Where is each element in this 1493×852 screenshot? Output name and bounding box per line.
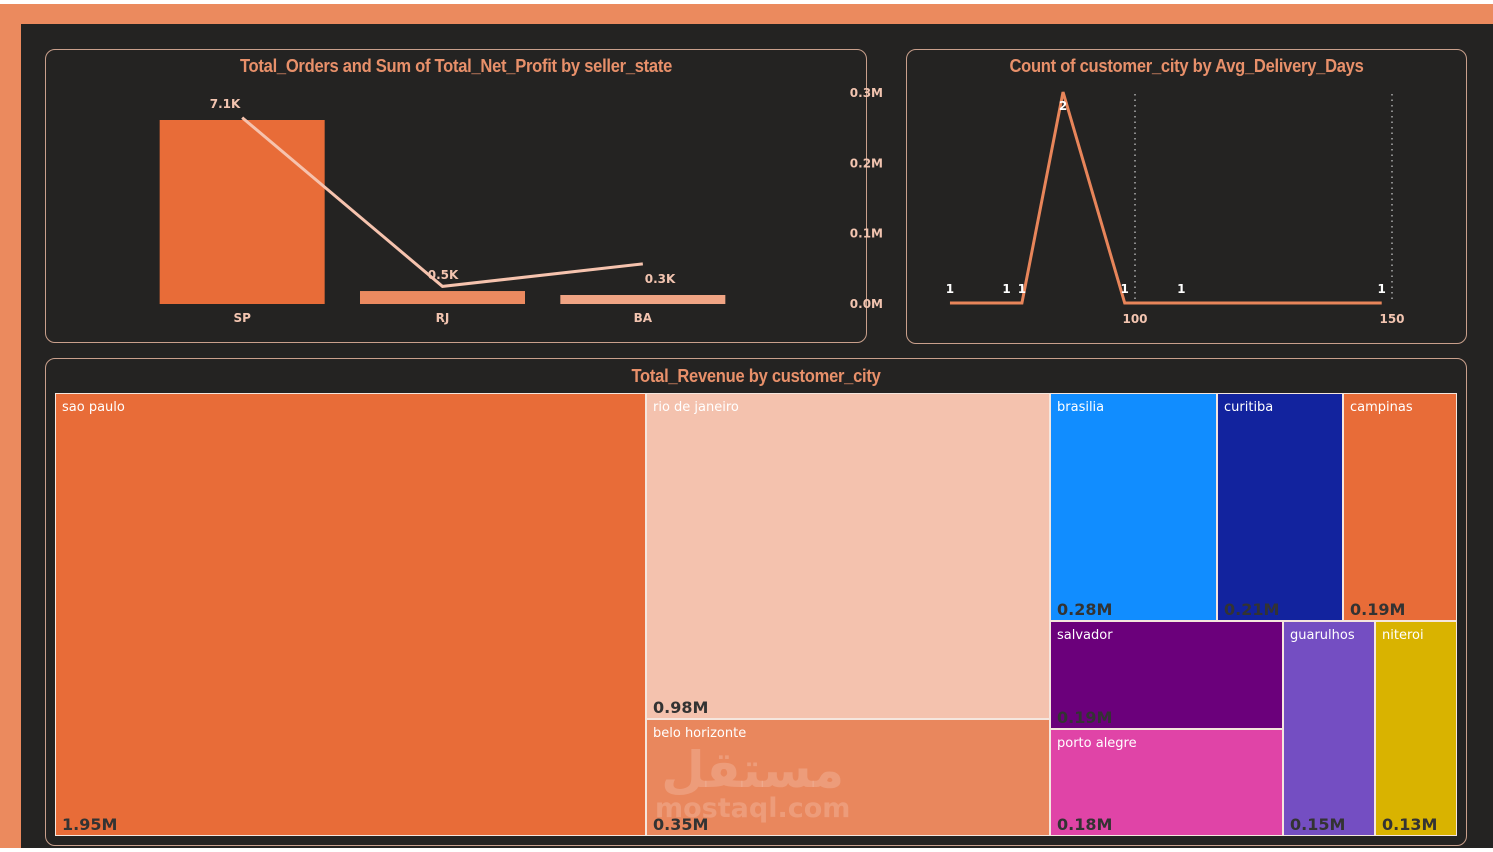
profit-line (241, 116, 644, 288)
treemap-city-label: guarulhos (1290, 628, 1355, 643)
treemap-cell-curitiba[interactable]: curitiba 0.21M (1217, 393, 1343, 621)
treemap-cell-brasilia[interactable]: brasilia 0.28M (1050, 393, 1217, 621)
treemap-cell-belo-horizonte[interactable]: belo horizonte 0.35M (646, 719, 1050, 836)
bar-data-label: 7.1K (210, 97, 241, 111)
treemap-value-label: 1.95M (62, 815, 118, 834)
orders-profit-title: Total_Orders and Sum of Total_Net_Profit… (239, 56, 673, 76)
x-tick-label: 100 (1122, 312, 1147, 326)
treemap-value-label: 0.18M (1057, 815, 1113, 834)
point-data-label: 1 (1018, 282, 1026, 296)
treemap-value-label: 0.13M (1382, 815, 1438, 834)
treemap-cell-sao-paulo[interactable]: sao paulo 1.95M (55, 393, 646, 836)
treemap-value-label: 0.15M (1290, 815, 1346, 834)
treemap-city-label: porto alegre (1057, 736, 1137, 751)
treemap-city-label: brasilia (1057, 400, 1105, 415)
bar-data-label: 0.3K (645, 272, 676, 286)
bar-sp (159, 120, 325, 304)
y2-tick-label: 0.2M (850, 156, 883, 170)
treemap-cell-campinas[interactable]: campinas 0.19M (1343, 393, 1457, 621)
treemap-city-label: salvador (1057, 628, 1113, 643)
treemap-city-label: curitiba (1224, 400, 1274, 415)
point-data-label: 2 (1059, 99, 1067, 113)
treemap-cell-niteroi[interactable]: niteroi 0.13M (1375, 621, 1457, 836)
bar-rj (360, 291, 525, 304)
delivery-line (949, 91, 1382, 305)
y2-tick-label: 0.3M (850, 86, 883, 100)
delivery-title: Count of customer_city by Avg_Delivery_D… (1009, 56, 1364, 76)
treemap-city-label: niteroi (1382, 628, 1424, 643)
x-tick-label: BA (634, 311, 653, 325)
treemap-city-label: campinas (1350, 400, 1413, 415)
point-data-label: 1 (1002, 282, 1010, 296)
delivery-panel[interactable]: Count of customer_city by Avg_Delivery_D… (906, 49, 1467, 344)
revenue-title: Total_Revenue by customer_city (631, 366, 881, 386)
orders-profit-chart[interactable]: SP RJ BA 7.1K 0.5K 0.3K 0.0M 0.1M 0.2M 0.3M (45, 49, 895, 343)
treemap-city-label: rio de janeiro (653, 400, 739, 415)
treemap-value-label: 0.35M (653, 815, 709, 834)
treemap-value-label: 0.98M (653, 698, 709, 717)
point-data-label: 1 (1378, 282, 1386, 296)
y2-tick-label: 0.0M (850, 297, 883, 311)
point-data-label: 1 (946, 282, 954, 296)
x-tick-label: RJ (436, 311, 450, 325)
x-tick-label: SP (233, 311, 251, 325)
treemap-cell-guarulhos[interactable]: guarulhos 0.15M (1283, 621, 1375, 836)
treemap-value-label: 0.28M (1057, 600, 1113, 619)
x-tick-label: 150 (1379, 312, 1404, 326)
treemap-cell-salvador[interactable]: salvador 0.19M (1050, 621, 1283, 729)
treemap-city-label: belo horizonte (653, 726, 747, 741)
y2-tick-label: 0.1M (850, 227, 883, 241)
treemap-value-label: 0.21M (1224, 600, 1280, 619)
bar-data-label: 0.5K (428, 268, 459, 282)
treemap-value-label: 0.19M (1057, 708, 1113, 727)
point-data-label: 1 (1177, 282, 1185, 296)
treemap-value-label: 0.19M (1350, 600, 1406, 619)
point-data-label: 1 (1121, 282, 1129, 296)
treemap-city-label: sao paulo (62, 400, 125, 415)
treemap-cell-porto-alegre[interactable]: porto alegre 0.18M (1050, 729, 1283, 836)
revenue-treemap[interactable]: sao paulo 1.95M rio de janeiro 0.98M belo ho… (55, 393, 1457, 836)
treemap-cell-rio-de-janeiro[interactable]: rio de janeiro 0.98M (646, 393, 1050, 719)
bar-ba (560, 295, 726, 304)
